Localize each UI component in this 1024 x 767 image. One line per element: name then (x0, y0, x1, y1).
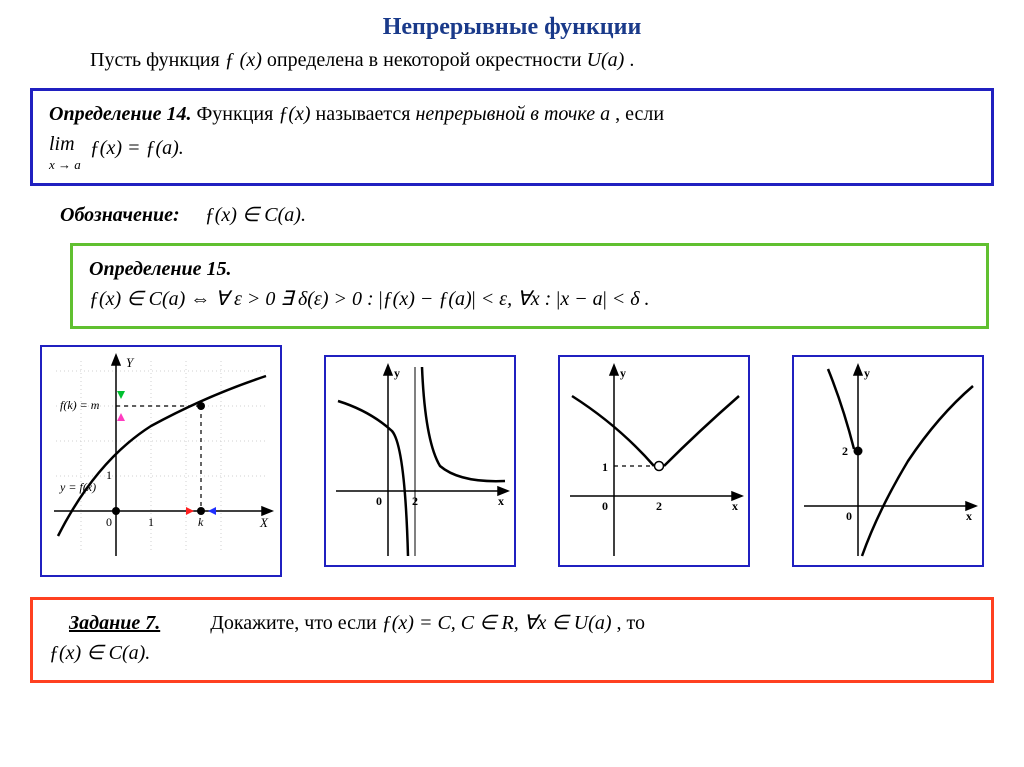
g1-X: X (259, 515, 269, 530)
lim-expression: lim x → a (49, 129, 81, 171)
g4-2: 2 (842, 444, 848, 458)
graph-1: Y X 0 1 1 k f(k) = m y = f(x) (40, 345, 282, 577)
g4-x: x (966, 509, 972, 523)
intro-t2: определена в некоторой окрестности (267, 49, 587, 71)
g1-1a: 1 (106, 468, 112, 482)
task7-e1: ƒ(x) = C, C ∈ R, ∀x ∈ U(a) (382, 612, 612, 634)
g1-1b: 1 (148, 515, 154, 529)
def14-t1: Функция (197, 103, 279, 125)
intro-fx: ƒ (x) (225, 49, 262, 71)
g2-2: 2 (412, 494, 418, 508)
task7-t1: Докажите, что если (210, 612, 382, 634)
notation-label: Обозначение: (60, 204, 180, 226)
g1-Y: Y (126, 355, 135, 370)
definition-14-box: Определение 14. Функция ƒ(x) называется … (30, 88, 994, 186)
def14-t3: , если (615, 103, 664, 125)
graph-2: y x 0 2 (324, 355, 516, 567)
g1-k: k (198, 515, 204, 529)
def14-eq: ƒ(x) = ƒ(a). (90, 137, 184, 159)
def15-expr-l: ƒ(x) ∈ C(a) ⇔ ∀ ε > 0 ∃ δ(ε) > 0 : (89, 288, 379, 310)
task7-label: Задание 7. (69, 612, 160, 634)
graph-4: y x 0 2 (792, 355, 984, 567)
graph-3: y x 0 1 2 (558, 355, 750, 567)
abs1-r: | (472, 288, 476, 310)
g1-yfx: y = f(x) (59, 480, 96, 494)
g1-0: 0 (106, 515, 112, 529)
lim-bot: x → a (49, 159, 81, 171)
g3-2: 2 (656, 499, 662, 513)
lim-top: lim (49, 133, 75, 155)
abs2-m: x − a (560, 288, 602, 310)
def15-label: Определение 15. (89, 258, 232, 280)
g3-1: 1 (602, 460, 608, 474)
g2-0: 0 (376, 494, 382, 508)
lt-eps: < ε, ∀x : (481, 288, 557, 310)
notation-expr: ƒ(x) ∈ C(a). (205, 204, 306, 226)
g4-0: 0 (846, 509, 852, 523)
g1-fkm: f(k) = m (60, 398, 100, 412)
g2-x: x (498, 494, 504, 508)
lt-del: < δ . (612, 288, 650, 310)
task7-t2: , то (617, 612, 645, 634)
intro-line: Пусть функция ƒ (x) определена в некотор… (0, 49, 1024, 82)
notation-line: Обозначение: ƒ(x) ∈ C(a). (0, 196, 1024, 237)
graph-3-svg: y x 0 1 2 (564, 361, 744, 561)
def14-t2: называется (316, 103, 416, 125)
def14-fx: ƒ(x) (278, 103, 310, 125)
intro-t3: . (629, 49, 634, 71)
def14-label: Определение 14. (49, 103, 192, 125)
graph-2-svg: y x 0 2 (330, 361, 510, 561)
intro-ua: U(a) (587, 49, 625, 71)
g3-y: y (620, 366, 626, 380)
abs1-m: ƒ(x) − ƒ(a) (383, 288, 472, 310)
definition-15-box: Определение 15. ƒ(x) ∈ C(a) ⇔ ∀ ε > 0 ∃ … (70, 243, 989, 329)
g3-0: 0 (602, 499, 608, 513)
g2-y: y (394, 366, 400, 380)
graph-1-svg: Y X 0 1 1 k f(k) = m y = f(x) (46, 351, 276, 571)
page-title: Непрерывные функции (0, 0, 1024, 49)
graphs-row: Y X 0 1 1 k f(k) = m y = f(x) y x 0 (0, 339, 1024, 583)
task-7-box: Задание 7. Докажите, что если ƒ(x) = C, … (30, 597, 994, 683)
intro-t1: Пусть функция (90, 49, 225, 71)
g3-x: x (732, 499, 738, 513)
task7-e2: ƒ(x) ∈ C(a). (49, 642, 150, 664)
graph-4-svg: y x 0 2 (798, 361, 978, 561)
def14-italic: непрерывной в точке a (415, 103, 610, 125)
abs2-r: | (603, 288, 607, 310)
g4-y: y (864, 366, 870, 380)
